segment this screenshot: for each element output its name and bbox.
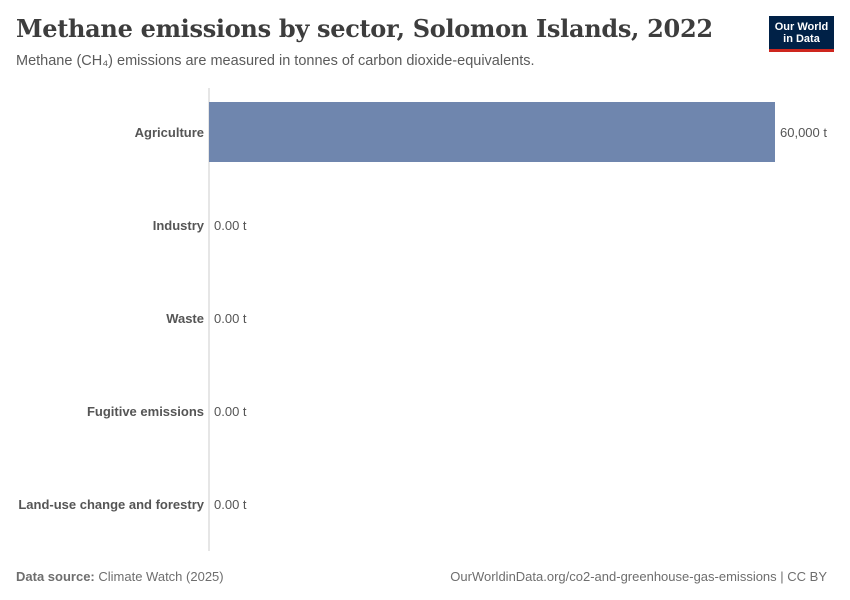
category-label: Industry: [153, 218, 205, 233]
category-label: Agriculture: [135, 125, 204, 140]
value-label: 0.00 t: [214, 404, 247, 419]
data-source-label: Data source:: [16, 569, 95, 584]
source-url-link[interactable]: OurWorldinData.org/co2-and-greenhouse-ga…: [450, 569, 827, 584]
value-label: 0.00 t: [214, 311, 247, 326]
value-label: 0.00 t: [214, 497, 247, 512]
chart-subtitle: Methane (CH₄) emissions are measured in …: [16, 53, 535, 69]
category-label: Land-use change and forestry: [18, 497, 204, 512]
bar[interactable]: [209, 102, 775, 162]
owid-logo[interactable]: Our World in Data: [769, 16, 834, 52]
chart-title: Methane emissions by sector, Solomon Isl…: [16, 14, 713, 43]
data-source: Data source: Climate Watch (2025): [16, 569, 224, 584]
logo-line-2: in Data: [783, 33, 820, 45]
category-label: Fugitive emissions: [87, 404, 204, 419]
value-label: 0.00 t: [214, 218, 247, 233]
category-label: Waste: [166, 311, 204, 326]
value-label: 60,000 t: [780, 125, 827, 140]
logo-line-1: Our World: [774, 21, 829, 33]
data-source-link[interactable]: Climate Watch (2025): [98, 569, 224, 584]
